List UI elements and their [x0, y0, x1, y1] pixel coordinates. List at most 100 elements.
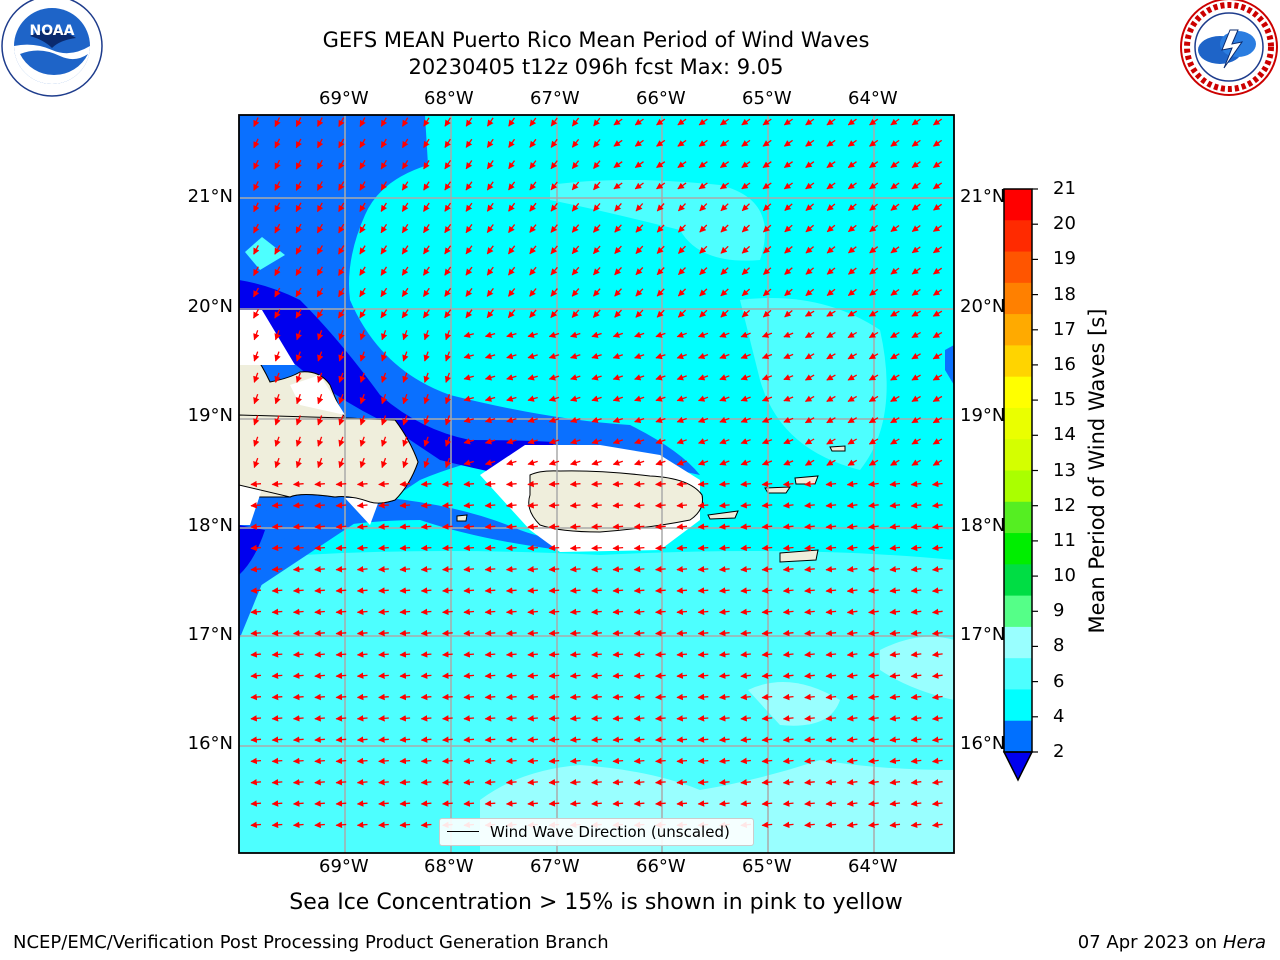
wind-wave-arrow — [314, 651, 325, 658]
wind-wave-arrow — [570, 438, 581, 445]
wind-wave-arrow — [335, 502, 347, 509]
wind-wave-arrow — [890, 267, 900, 275]
wind-wave-arrow — [359, 223, 366, 234]
wind-wave-arrow — [847, 395, 858, 402]
wind-wave-arrow — [274, 245, 281, 255]
wind-wave-arrow — [718, 800, 730, 807]
wind-wave-arrow — [250, 672, 262, 679]
wind-wave-arrow — [317, 415, 324, 426]
wind-wave-arrow — [274, 309, 281, 319]
wind-wave-arrow — [740, 374, 751, 381]
wind-wave-arrow — [399, 502, 411, 509]
wind-wave-arrow — [484, 715, 496, 722]
wind-wave-arrow — [548, 416, 560, 424]
wind-wave-arrow — [591, 736, 602, 743]
wind-wave-arrow — [465, 224, 473, 234]
wind-wave-arrow — [868, 693, 879, 701]
wind-wave-arrow — [378, 651, 389, 658]
wind-wave-arrow — [314, 693, 325, 701]
wave-period-zone-under2 — [239, 280, 555, 480]
wind-wave-arrow — [761, 672, 773, 679]
wind-wave-arrow — [527, 331, 538, 338]
wind-wave-arrow — [527, 459, 538, 466]
wind-wave-arrow — [548, 374, 560, 381]
wind-wave-arrow — [253, 351, 260, 362]
wind-wave-arrow — [356, 821, 368, 829]
wind-wave-arrow — [761, 651, 773, 658]
wind-wave-arrow — [869, 182, 879, 190]
wind-wave-arrow — [846, 608, 858, 616]
wind-wave-arrow — [570, 416, 581, 424]
wind-wave-arrow — [932, 374, 943, 381]
wind-wave-arrow — [931, 502, 943, 509]
wind-wave-arrow — [699, 288, 708, 297]
wind-wave-arrow — [527, 800, 538, 807]
wind-wave-arrow — [484, 757, 496, 765]
wind-wave-arrow — [295, 159, 302, 170]
wind-wave-arrow — [911, 224, 921, 233]
wind-wave-arrow — [697, 587, 709, 594]
wind-wave-arrow — [378, 480, 389, 488]
wind-wave-arrow — [869, 267, 879, 275]
wind-wave-arrow — [804, 757, 815, 765]
wind-wave-arrow — [442, 480, 453, 488]
wind-wave-arrow — [380, 159, 388, 170]
wind-wave-arrow — [292, 715, 304, 722]
wind-wave-arrow — [804, 502, 815, 509]
wind-wave-arrow — [699, 267, 708, 276]
colorbar-segment — [1004, 189, 1032, 221]
wind-wave-arrow — [613, 118, 623, 126]
wind-wave-arrow — [890, 416, 900, 424]
wind-wave-arrow — [527, 416, 538, 424]
wind-wave-arrow — [612, 608, 624, 616]
wind-wave-arrow — [442, 523, 453, 530]
wind-wave-arrow — [910, 821, 922, 829]
wind-wave-arrow — [338, 457, 345, 469]
wind-wave-arrow — [762, 182, 772, 190]
wind-wave-arrow — [676, 757, 688, 765]
wind-wave-arrow — [804, 629, 815, 637]
wind-wave-arrow — [250, 587, 262, 594]
map-frame — [238, 114, 955, 854]
wind-wave-arrow — [635, 245, 644, 254]
wind-wave-arrow — [633, 778, 645, 786]
wind-wave-arrow — [846, 629, 858, 637]
wind-wave-arrow — [783, 459, 794, 466]
wind-wave-arrow — [761, 565, 773, 573]
wind-wave-arrow — [763, 246, 772, 254]
wind-wave-arrow — [656, 161, 666, 169]
wind-wave-arrow — [381, 436, 388, 447]
wind-wave-arrow — [335, 587, 347, 594]
map-subtitle: 20230405 t12z 096h fcst Max: 9.05 — [408, 55, 784, 79]
wind-wave-arrow — [422, 287, 430, 298]
wind-wave-arrow — [271, 502, 283, 509]
wind-wave-arrow — [420, 587, 432, 594]
wind-wave-arrow — [527, 352, 538, 360]
wind-wave-arrow — [465, 117, 473, 127]
wind-wave-arrow — [442, 778, 453, 786]
wind-wave-arrow — [442, 502, 453, 509]
wind-wave-arrow — [484, 565, 496, 573]
wind-wave-arrow — [465, 138, 473, 148]
wind-wave-arrow — [444, 415, 452, 426]
wind-wave-arrow — [718, 523, 730, 530]
wind-wave-arrow — [356, 502, 368, 509]
wind-wave-arrow — [931, 800, 943, 807]
wind-wave-arrow — [508, 224, 516, 234]
wind-wave-arrow — [399, 715, 411, 722]
colorbar-tick-label: 10 — [1053, 565, 1076, 587]
colorbar-segment — [1004, 439, 1032, 472]
wind-wave-arrow — [593, 138, 601, 148]
wind-wave-arrow — [761, 502, 773, 509]
lat-label: 21°N — [960, 186, 1006, 207]
wind-wave-arrow — [762, 309, 772, 318]
wind-wave-arrow — [463, 672, 475, 679]
wind-wave-arrow — [316, 202, 324, 213]
wind-wave-arrow — [338, 415, 345, 426]
wind-wave-arrow — [761, 459, 773, 466]
wind-wave-arrow — [271, 651, 283, 658]
wind-wave-arrow — [335, 565, 347, 573]
wind-wave-arrow — [633, 565, 645, 573]
wind-wave-arrow — [890, 288, 900, 296]
wind-wave-arrow — [335, 523, 347, 530]
